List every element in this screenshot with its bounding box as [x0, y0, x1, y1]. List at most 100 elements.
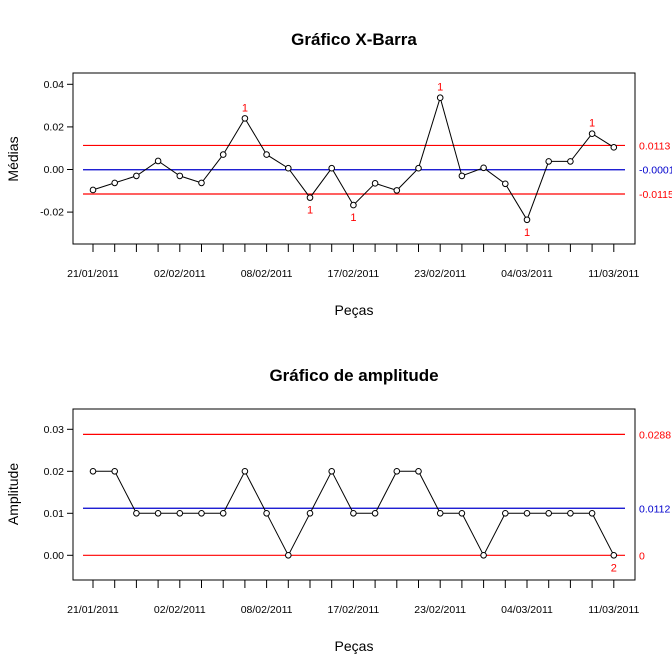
- lcl-label: -0.0115: [639, 189, 672, 201]
- violation-flag: 1: [589, 118, 595, 130]
- range-control-limits: 0.0288 0.0112 0: [83, 429, 671, 562]
- violation-flag: 1: [437, 82, 443, 94]
- violation-flag: 1: [524, 227, 530, 239]
- data-point-marker: [133, 172, 140, 180]
- range-y-axis: 0.00 0.01 0.02 0.03: [44, 424, 73, 562]
- range-violation-flags: 2: [611, 562, 617, 574]
- data-point-marker: [350, 201, 357, 209]
- data-point-marker: [176, 172, 184, 180]
- xbar-chart-title: Gráfico X-Barra: [291, 30, 417, 49]
- xbar-y-axis: -0.02 0.00 0.02 0.04: [40, 79, 73, 219]
- center-label: 0.0112: [639, 503, 670, 515]
- data-point-marker: [285, 164, 292, 172]
- data-point-marker: [393, 187, 401, 194]
- xbar-chart-xlabel: Peças: [335, 302, 374, 318]
- x-tick-label: 04/03/2011: [501, 268, 553, 280]
- range-x-axis: 21/01/2011 02/02/2011 08/02/2011 17/02/2011…: [67, 580, 639, 616]
- data-point-marker: [480, 164, 487, 172]
- data-point-marker: [111, 179, 118, 187]
- data-point-marker: [610, 144, 618, 151]
- x-tick-label: 21/01/2011: [67, 268, 119, 280]
- x-tick-label: 02/02/2011: [154, 604, 206, 616]
- x-tick-label: 23/02/2011: [414, 604, 466, 616]
- data-point-marker: [285, 552, 292, 559]
- data-point-marker: [241, 468, 249, 475]
- range-chart-ylabel: Amplitude: [5, 463, 21, 525]
- data-point-marker: [263, 151, 270, 158]
- violation-flag: 1: [242, 102, 248, 114]
- data-point-marker: [306, 510, 314, 517]
- data-point-marker: [89, 468, 97, 475]
- xbar-control-limits: 0.0113 -0.0001 -0.0115: [83, 140, 672, 201]
- x-tick-label: 17/02/2011: [328, 604, 380, 616]
- data-point-marker: [502, 510, 509, 517]
- data-point-marker: [415, 164, 422, 172]
- range-plot-frame: [72, 408, 636, 581]
- x-tick-label: 08/02/2011: [241, 268, 293, 280]
- data-point-marker: [328, 164, 336, 172]
- data-point-marker: [502, 180, 509, 188]
- data-point-marker: [588, 130, 596, 138]
- y-tick-label: 0.03: [44, 424, 65, 436]
- data-point-marker: [545, 510, 553, 517]
- violation-flag: 2: [611, 562, 617, 574]
- xbar-chart: Gráfico X-Barra Peças Médias -0.02 0.00 0.…: [5, 30, 672, 318]
- data-point-marker: [306, 194, 314, 201]
- ucl-label: 0.0113: [639, 140, 670, 152]
- x-tick-label: 17/02/2011: [328, 268, 380, 280]
- data-point-marker: [198, 179, 205, 187]
- violation-flag: 1: [350, 212, 356, 224]
- data-point-marker: [458, 510, 466, 517]
- ucl-label: 0.0288: [639, 429, 671, 441]
- y-tick-label: 0.00: [44, 550, 65, 562]
- xbar-chart-ylabel: Médias: [5, 136, 21, 181]
- data-point-marker: [111, 468, 118, 475]
- lcl-label: 0: [639, 550, 645, 562]
- data-point-marker: [241, 115, 249, 122]
- y-tick-label: 0.01: [44, 508, 65, 520]
- data-point-marker: [436, 94, 444, 102]
- data-point-marker: [588, 510, 596, 517]
- x-tick-label: 23/02/2011: [414, 268, 466, 280]
- series-line: [92, 95, 615, 221]
- xbar-x-axis: 21/01/2011 02/02/2011 08/02/2011 17/02/2011…: [67, 244, 639, 280]
- y-tick-label: 0.04: [44, 79, 65, 91]
- data-point-marker: [567, 510, 574, 517]
- data-point-marker: [545, 158, 553, 165]
- y-tick-label: 0.02: [44, 121, 65, 133]
- xbar-plot-frame: [72, 72, 636, 245]
- data-point-marker: [350, 510, 357, 517]
- x-tick-label: 02/02/2011: [154, 268, 206, 280]
- data-point-marker: [371, 180, 379, 187]
- data-point-marker: [89, 186, 97, 194]
- data-point-marker: [458, 172, 466, 180]
- xbar-violation-flags: 1 1 1 1 1 1: [242, 82, 595, 239]
- data-point-marker: [133, 510, 140, 517]
- range-chart: Gráfico de amplitude Peças Amplitude 0.0…: [5, 366, 671, 654]
- data-point-marker: [154, 157, 162, 165]
- data-point-marker: [523, 510, 531, 517]
- data-point-marker: [371, 510, 379, 517]
- x-tick-label: 11/03/2011: [588, 604, 639, 616]
- data-point-marker: [480, 552, 487, 559]
- data-point-marker: [567, 158, 574, 165]
- data-point-marker: [176, 510, 184, 517]
- x-tick-label: 11/03/2011: [588, 268, 639, 280]
- data-point-marker: [523, 216, 531, 224]
- range-series: [89, 468, 618, 559]
- data-point-marker: [154, 510, 162, 517]
- y-tick-label: 0.02: [44, 466, 65, 478]
- data-point-marker: [415, 468, 422, 475]
- data-point-marker: [393, 468, 401, 475]
- data-point-marker: [263, 510, 270, 517]
- data-point-marker: [328, 468, 336, 475]
- center-label: -0.0001: [639, 165, 672, 177]
- xbar-series: [89, 94, 618, 224]
- range-chart-xlabel: Peças: [335, 638, 374, 654]
- y-tick-label: 0.00: [44, 164, 65, 176]
- data-point-marker: [198, 510, 205, 517]
- data-point-marker: [219, 151, 227, 158]
- data-point-marker: [436, 510, 444, 517]
- x-tick-label: 04/03/2011: [501, 604, 553, 616]
